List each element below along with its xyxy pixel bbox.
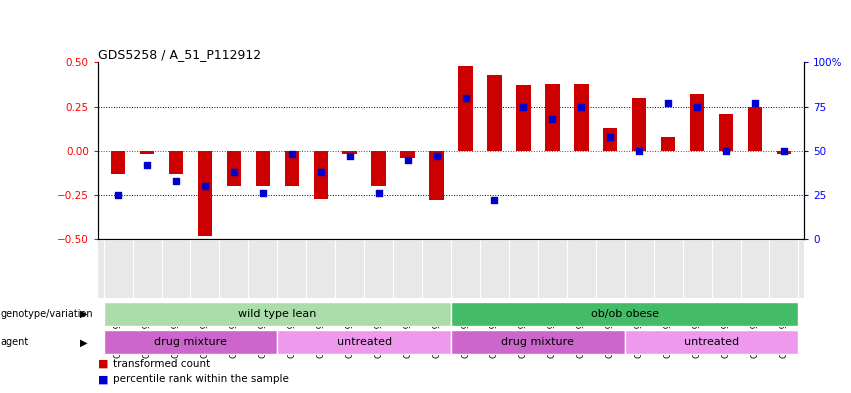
Point: [169, 178, 183, 184]
Bar: [488, 75, 502, 151]
Bar: [277, 330, 451, 354]
Bar: [632, 98, 647, 151]
Text: ob/ob obese: ob/ob obese: [591, 309, 659, 319]
Point: [719, 148, 733, 154]
Bar: [517, 86, 531, 151]
Bar: [342, 151, 357, 154]
Bar: [603, 128, 618, 151]
Point: [545, 116, 559, 122]
Point: [285, 151, 299, 158]
Point: [140, 162, 154, 168]
Point: [574, 103, 588, 110]
Bar: [284, 151, 299, 186]
Bar: [625, 330, 798, 354]
Text: untreated: untreated: [337, 337, 391, 347]
Bar: [690, 94, 705, 151]
Bar: [429, 151, 443, 200]
Bar: [226, 151, 241, 186]
Bar: [400, 151, 414, 158]
Bar: [459, 66, 473, 151]
Bar: [451, 301, 798, 326]
Bar: [545, 84, 560, 151]
Text: agent: agent: [1, 337, 29, 347]
Point: [198, 183, 212, 189]
Bar: [661, 137, 676, 151]
Point: [632, 148, 646, 154]
Bar: [451, 330, 625, 354]
Point: [372, 190, 386, 196]
Bar: [313, 151, 328, 198]
Bar: [111, 151, 125, 174]
Text: GDS5258 / A_51_P112912: GDS5258 / A_51_P112912: [98, 48, 261, 61]
Text: ▶: ▶: [80, 309, 88, 319]
Bar: [574, 84, 589, 151]
Text: drug mixture: drug mixture: [154, 337, 227, 347]
Text: wild type lean: wild type lean: [238, 309, 317, 319]
Point: [661, 100, 675, 106]
Point: [459, 95, 472, 101]
Bar: [255, 151, 270, 186]
Point: [430, 153, 443, 159]
Text: ▶: ▶: [80, 337, 88, 347]
Point: [603, 134, 617, 140]
Point: [517, 103, 530, 110]
Point: [488, 197, 501, 204]
Text: transformed count: transformed count: [113, 358, 210, 369]
Text: ■: ■: [98, 358, 108, 369]
Text: drug mixture: drug mixture: [501, 337, 574, 347]
Bar: [140, 151, 154, 154]
Point: [111, 192, 125, 198]
Text: ■: ■: [98, 374, 108, 384]
Bar: [777, 151, 791, 154]
Bar: [104, 301, 451, 326]
Point: [227, 169, 241, 175]
Point: [314, 169, 328, 175]
Point: [256, 190, 270, 196]
Text: percentile rank within the sample: percentile rank within the sample: [113, 374, 289, 384]
Text: genotype/variation: genotype/variation: [1, 309, 94, 319]
Bar: [719, 114, 734, 151]
Bar: [748, 107, 762, 151]
Bar: [104, 330, 277, 354]
Point: [690, 103, 704, 110]
Point: [401, 156, 414, 163]
Text: untreated: untreated: [684, 337, 740, 347]
Bar: [168, 151, 183, 174]
Point: [343, 153, 357, 159]
Bar: [197, 151, 212, 236]
Point: [777, 148, 791, 154]
Point: [748, 100, 762, 106]
Bar: [371, 151, 386, 186]
